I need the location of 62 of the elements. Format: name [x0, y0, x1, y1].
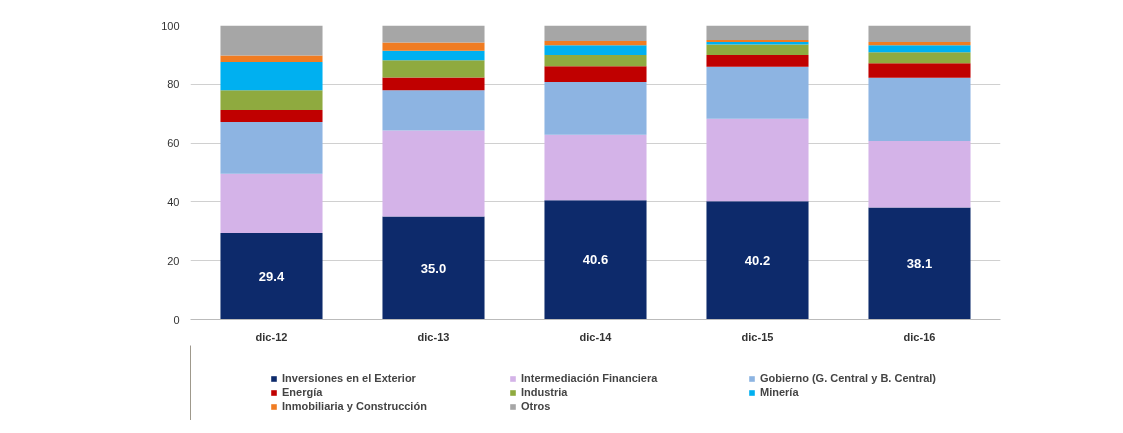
bar [220, 233, 323, 320]
legend-label: Gobierno (G. Central y B. Central) [760, 372, 938, 384]
bar [868, 52, 971, 64]
data-label: 38.1 [906, 255, 933, 271]
bar [706, 25, 809, 40]
y-tick-label: 0 [173, 313, 180, 326]
bar [382, 77, 485, 91]
x-tick-label: dic-14 [579, 330, 613, 343]
bar [544, 54, 647, 67]
legend-label: Inmobiliaria y Construcción [282, 400, 428, 412]
bar [868, 141, 971, 208]
legend-label: Intermediación Financiera [521, 372, 659, 384]
y-tick-label: 40 [167, 195, 180, 208]
bar [868, 45, 971, 53]
legend-label: Minería [760, 386, 800, 398]
y-tick-label: 80 [167, 78, 180, 91]
bar [220, 173, 323, 234]
x-tick-label: dic-12 [255, 330, 288, 343]
bar [220, 25, 323, 56]
legend-label: Inversiones en el Exterior [282, 372, 417, 384]
bar [868, 63, 971, 78]
bar [868, 207, 971, 320]
bar [544, 45, 647, 55]
legend-label: Otros [521, 400, 552, 412]
bar [220, 90, 323, 110]
bar [706, 118, 809, 202]
bar [382, 130, 485, 217]
data-label: 29.4 [258, 268, 285, 284]
legend-label: Energía [282, 386, 324, 398]
x-tick-label: dic-15 [741, 330, 774, 343]
bar [382, 216, 485, 320]
bar [868, 25, 971, 42]
data-label: 40.6 [582, 252, 609, 268]
bar [382, 90, 485, 131]
bar [382, 60, 485, 78]
y-tick-label: 100 [161, 19, 180, 32]
bar [706, 54, 809, 67]
legend-label: Industria [521, 386, 569, 398]
bar [544, 25, 647, 42]
bar [544, 66, 647, 82]
bar [220, 61, 323, 91]
y-tick-label: 20 [167, 254, 180, 267]
data-label: 35.0 [420, 260, 447, 276]
bar [544, 134, 647, 201]
x-tick-label: dic-16 [903, 330, 936, 343]
bar [544, 41, 647, 46]
bar [544, 81, 647, 135]
bar [868, 41, 971, 46]
y-tick-label: 60 [167, 137, 180, 150]
bar [382, 25, 485, 43]
bar [706, 44, 809, 55]
bar [220, 121, 323, 174]
x-tick-label: dic-13 [417, 330, 450, 343]
bar [706, 66, 809, 119]
bar [382, 42, 485, 51]
bar [544, 200, 647, 320]
bar [382, 50, 485, 61]
bar [220, 55, 323, 62]
bar [868, 77, 971, 142]
data-label: 40.2 [744, 252, 771, 268]
bar [220, 109, 323, 122]
bar [706, 201, 809, 320]
